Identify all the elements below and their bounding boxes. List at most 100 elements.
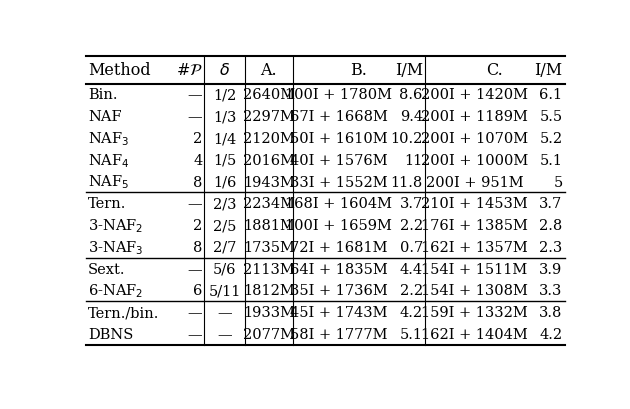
Text: Sext.: Sext. (88, 262, 125, 276)
Text: 1933M: 1933M (243, 306, 295, 319)
Text: 154I + 1511M: 154I + 1511M (421, 262, 528, 276)
Text: 162I + 1357M: 162I + 1357M (421, 240, 528, 254)
Text: DBNS: DBNS (88, 327, 134, 341)
Text: 159I + 1332M: 159I + 1332M (421, 306, 528, 319)
Text: 1735M: 1735M (243, 240, 295, 254)
Text: —: — (188, 262, 202, 276)
Text: 11: 11 (404, 153, 423, 167)
Text: 200I + 951M: 200I + 951M (426, 175, 524, 189)
Text: 2.2: 2.2 (399, 219, 423, 233)
Text: 35I + 1736M: 35I + 1736M (290, 284, 387, 298)
Text: 3.9: 3.9 (539, 262, 563, 276)
Text: 2297M: 2297M (243, 110, 295, 124)
Text: 176I + 1385M: 176I + 1385M (421, 219, 528, 233)
Text: 1943M: 1943M (243, 175, 295, 189)
Text: 168I + 1604M: 168I + 1604M (285, 197, 392, 211)
Text: 58I + 1777M: 58I + 1777M (290, 327, 387, 341)
Text: 5.2: 5.2 (539, 132, 563, 146)
Text: 6: 6 (193, 284, 202, 298)
Text: 1/2: 1/2 (213, 88, 236, 102)
Text: 5/11: 5/11 (209, 284, 241, 298)
Text: 6.1: 6.1 (539, 88, 563, 102)
Text: 3.7: 3.7 (539, 197, 563, 211)
Text: Bin.: Bin. (88, 88, 118, 102)
Text: 5: 5 (553, 175, 563, 189)
Text: 3.8: 3.8 (539, 306, 563, 319)
Text: 2/3: 2/3 (213, 197, 236, 211)
Text: 100I + 1659M: 100I + 1659M (285, 219, 392, 233)
Text: 8: 8 (193, 240, 202, 254)
Text: 5.1: 5.1 (400, 327, 423, 341)
Text: I/M: I/M (395, 62, 423, 79)
Text: —: — (188, 327, 202, 341)
Text: 40I + 1576M: 40I + 1576M (290, 153, 387, 167)
Text: 50I + 1610M: 50I + 1610M (290, 132, 387, 146)
Text: 3-NAF$_{2}$: 3-NAF$_{2}$ (88, 217, 144, 234)
Text: $\#\mathcal{P}$: $\#\mathcal{P}$ (176, 62, 202, 79)
Text: 2.8: 2.8 (539, 219, 563, 233)
Text: 6-NAF$_{2}$: 6-NAF$_{2}$ (88, 282, 144, 300)
Text: 162I + 1404M: 162I + 1404M (421, 327, 528, 341)
Text: 4.2: 4.2 (399, 306, 423, 319)
Text: 67I + 1668M: 67I + 1668M (290, 110, 387, 124)
Text: 4: 4 (193, 153, 202, 167)
Text: A.: A. (261, 62, 277, 79)
Text: B.: B. (350, 62, 367, 79)
Text: 5/6: 5/6 (213, 262, 236, 276)
Text: 5.1: 5.1 (540, 153, 563, 167)
Text: 2120M: 2120M (243, 132, 295, 146)
Text: 64I + 1835M: 64I + 1835M (290, 262, 387, 276)
Text: 200I + 1189M: 200I + 1189M (421, 110, 528, 124)
Text: Tern.: Tern. (88, 197, 127, 211)
Text: 2/5: 2/5 (213, 219, 236, 233)
Text: Tern./bin.: Tern./bin. (88, 306, 159, 319)
Text: Method: Method (88, 62, 151, 79)
Text: 11.8: 11.8 (391, 175, 423, 189)
Text: 2077M: 2077M (243, 327, 295, 341)
Text: NAF: NAF (88, 110, 122, 124)
Text: 3.3: 3.3 (539, 284, 563, 298)
Text: 2: 2 (193, 219, 202, 233)
Text: 200I + 1420M: 200I + 1420M (421, 88, 528, 102)
Text: 2.3: 2.3 (539, 240, 563, 254)
Text: 100I + 1780M: 100I + 1780M (285, 88, 392, 102)
Text: 2.2: 2.2 (399, 284, 423, 298)
Text: 33I + 1552M: 33I + 1552M (290, 175, 387, 189)
Text: 8: 8 (193, 175, 202, 189)
Text: —: — (188, 88, 202, 102)
Text: 154I + 1308M: 154I + 1308M (421, 284, 528, 298)
Text: 9.4: 9.4 (399, 110, 423, 124)
Text: 2/7: 2/7 (213, 240, 236, 254)
Text: 2640M: 2640M (243, 88, 295, 102)
Text: 8.6: 8.6 (399, 88, 423, 102)
Text: 1/3: 1/3 (213, 110, 236, 124)
Text: —: — (188, 110, 202, 124)
Text: 1/6: 1/6 (213, 175, 236, 189)
Text: 2: 2 (193, 132, 202, 146)
Text: C.: C. (486, 62, 503, 79)
Text: 72I + 1681M: 72I + 1681M (290, 240, 387, 254)
Text: —: — (217, 306, 232, 319)
Text: 1/4: 1/4 (213, 132, 236, 146)
Text: NAF$_{4}$: NAF$_{4}$ (88, 152, 130, 169)
Text: 2234M: 2234M (243, 197, 295, 211)
Text: 3-NAF$_{3}$: 3-NAF$_{3}$ (88, 238, 144, 256)
Text: NAF$_{3}$: NAF$_{3}$ (88, 130, 129, 148)
Text: 4.2: 4.2 (539, 327, 563, 341)
Text: 2016M: 2016M (243, 153, 295, 167)
Text: 210I + 1453M: 210I + 1453M (421, 197, 528, 211)
Text: 4.4: 4.4 (399, 262, 423, 276)
Text: 2113M: 2113M (243, 262, 295, 276)
Text: 45I + 1743M: 45I + 1743M (290, 306, 387, 319)
Text: —: — (217, 327, 232, 341)
Text: 0.7: 0.7 (399, 240, 423, 254)
Text: 1812M: 1812M (243, 284, 295, 298)
Text: 200I + 1000M: 200I + 1000M (421, 153, 528, 167)
Text: NAF$_{5}$: NAF$_{5}$ (88, 173, 129, 191)
Text: I/M: I/M (534, 62, 563, 79)
Text: —: — (188, 306, 202, 319)
Text: 10.2: 10.2 (391, 132, 423, 146)
Text: —: — (188, 197, 202, 211)
Text: $\delta$: $\delta$ (219, 62, 230, 79)
Text: 5.5: 5.5 (539, 110, 563, 124)
